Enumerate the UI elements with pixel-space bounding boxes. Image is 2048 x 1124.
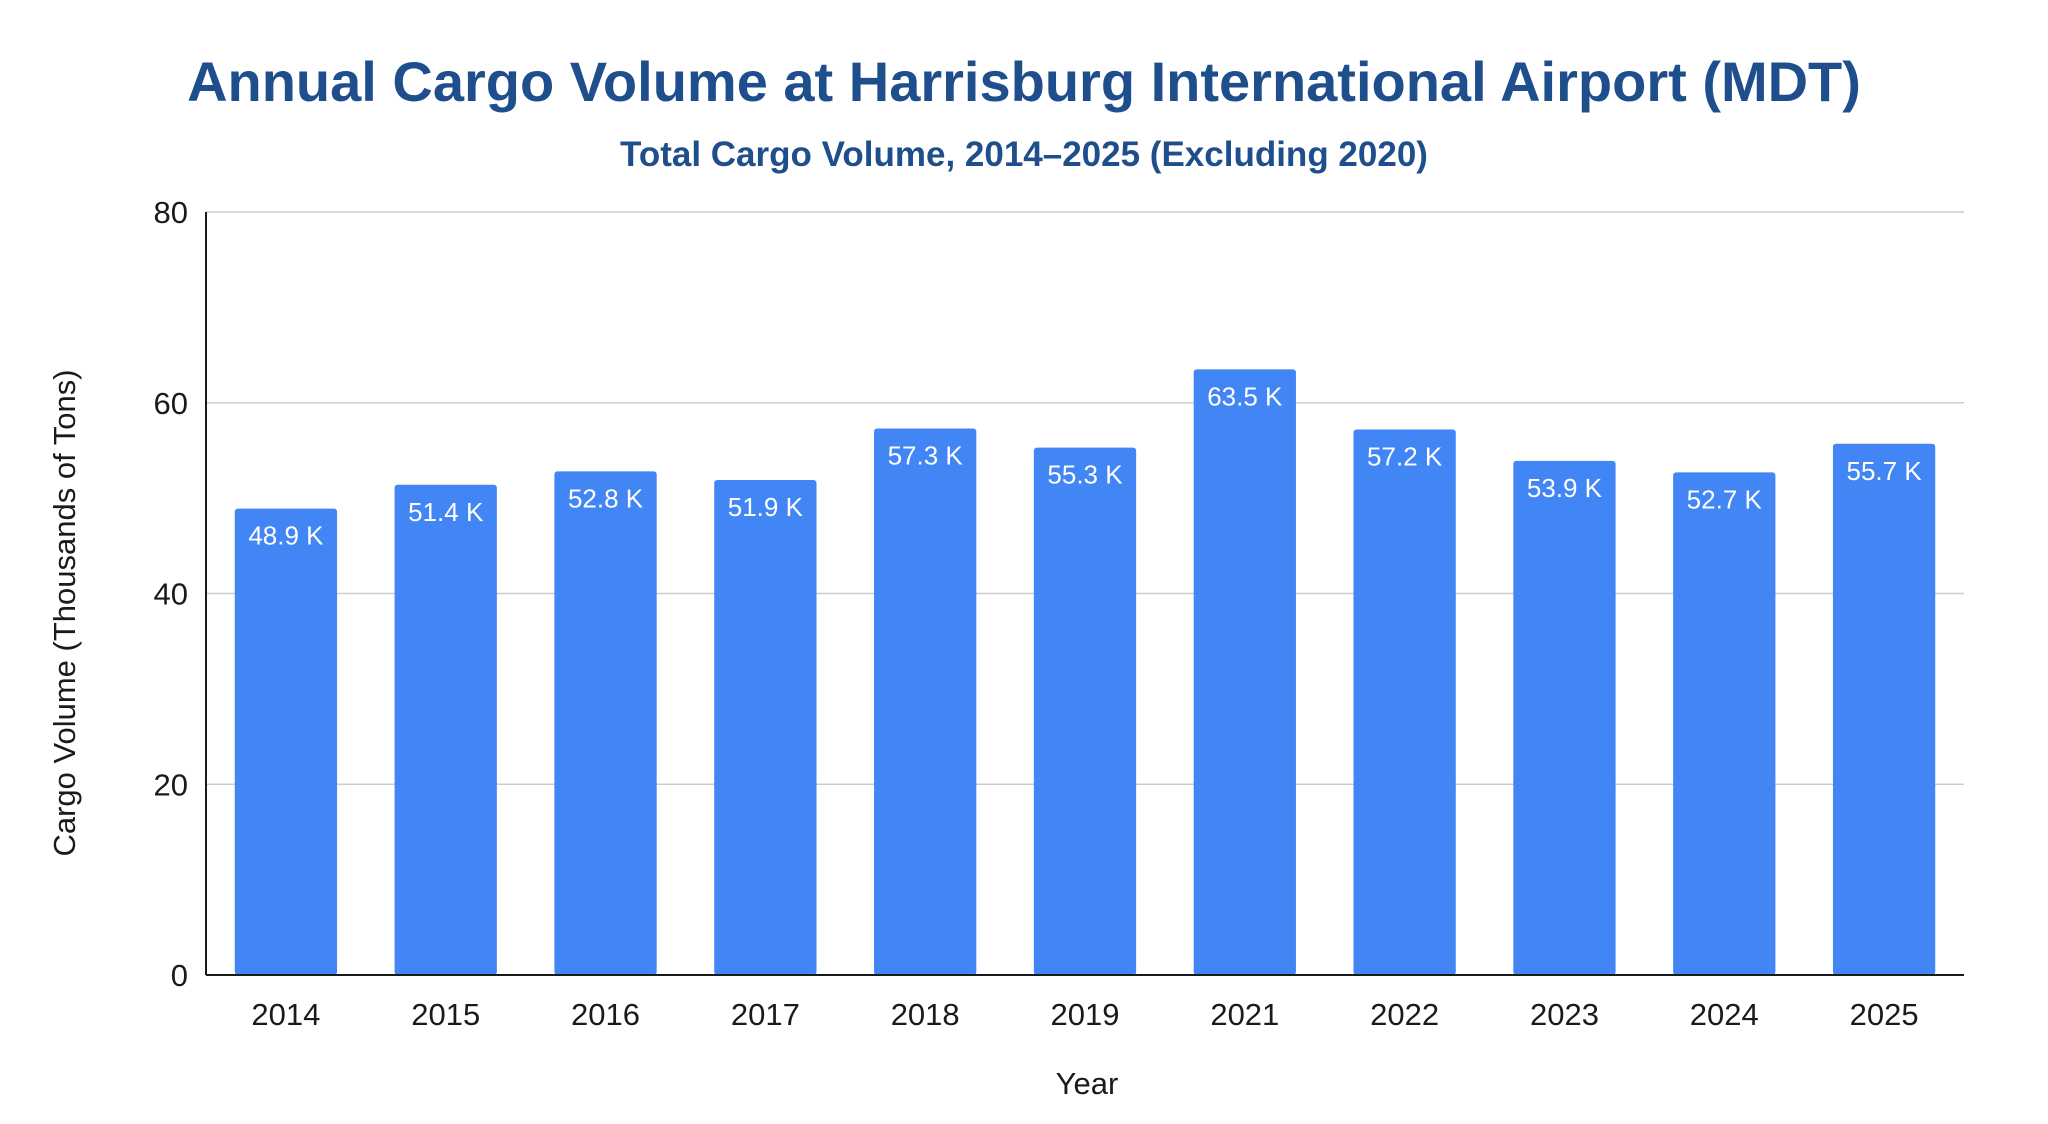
- bars: 48.9 K 51.4 K 52.8 K 51.9 K 57.3 K 55.3 K 63.5…: [234, 369, 1936, 976]
- x-tick-label: 2016: [571, 997, 640, 1032]
- data-label: 52.7 K: [1687, 484, 1763, 514]
- data-label: 57.2 K: [1367, 441, 1443, 471]
- chart-title: Annual Cargo Volume at Harrisburg Intern…: [187, 50, 1861, 113]
- chart-subtitle: Total Cargo Volume, 2014–2025 (Excluding…: [620, 135, 1428, 174]
- bar-2023: [1513, 460, 1616, 976]
- y-tick-label: 20: [154, 767, 188, 802]
- data-label: 51.4 K: [408, 497, 484, 527]
- y-tick-label: 80: [154, 195, 188, 230]
- axes: [205, 212, 1964, 976]
- y-tick-label: 0: [171, 958, 188, 993]
- data-label: 57.3 K: [888, 441, 964, 471]
- x-tick-label: 2021: [1210, 997, 1279, 1032]
- data-label: 51.9 K: [728, 492, 804, 522]
- bar-2022: [1353, 429, 1456, 976]
- y-tick-label: 40: [154, 577, 188, 612]
- data-label: 63.5 K: [1207, 381, 1283, 411]
- data-label: 55.7 K: [1847, 456, 1923, 486]
- x-tick-label: 2018: [891, 997, 960, 1032]
- x-tick-label: 2025: [1850, 997, 1919, 1032]
- bar-2014: [234, 508, 338, 975]
- data-label: 53.9 K: [1527, 473, 1603, 503]
- y-axis-title: Cargo Volume (Thousands of Tons): [47, 369, 82, 856]
- bar-2019: [1033, 447, 1137, 975]
- y-tick-label: 60: [154, 386, 188, 421]
- x-tick-label: 2015: [411, 997, 480, 1032]
- x-tick-label: 2014: [251, 997, 320, 1032]
- bar-2025: [1832, 443, 1936, 976]
- x-tick-labels: 2014 2015 2016 2017 2018 2019 2021 2022 2023 2024…: [251, 997, 1918, 1032]
- x-tick-label: 2017: [731, 997, 800, 1032]
- x-tick-label: 2023: [1530, 997, 1599, 1032]
- data-label: 52.8 K: [568, 483, 644, 513]
- x-tick-label: 2022: [1370, 997, 1439, 1032]
- x-tick-label: 2019: [1051, 997, 1120, 1032]
- bar-2021: [1193, 369, 1296, 975]
- bar-2015: [394, 484, 497, 975]
- data-label: 55.3 K: [1047, 460, 1123, 490]
- bar-2017: [714, 480, 817, 975]
- y-tick-labels: 0 20 40 60 80: [154, 195, 188, 993]
- bar-2016: [554, 471, 657, 975]
- data-label: 48.9 K: [248, 521, 324, 551]
- bar-2024: [1673, 472, 1776, 975]
- x-tick-label: 2024: [1690, 997, 1759, 1032]
- bar-2018: [874, 428, 977, 976]
- x-axis-title: Year: [1056, 1066, 1119, 1101]
